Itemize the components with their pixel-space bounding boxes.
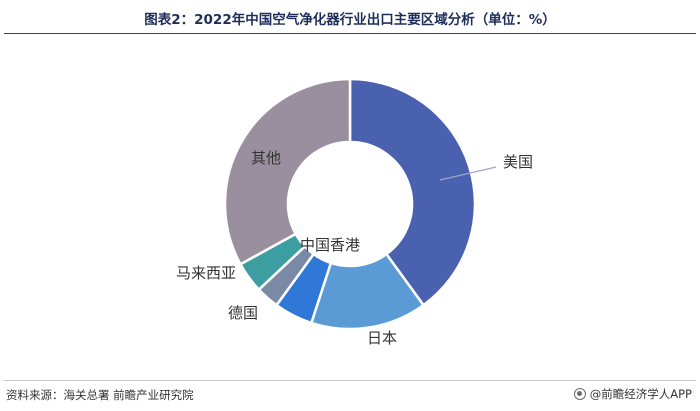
slice-0 <box>348 77 477 307</box>
slice-label-4: 中国香港 <box>300 236 360 254</box>
brand-logo-icon <box>573 388 586 400</box>
footer-divider <box>4 380 696 381</box>
slice-label-2: 德国 <box>228 304 258 322</box>
title-divider <box>4 33 696 34</box>
slice-label-3: 马来西亚 <box>176 264 236 282</box>
leader-line-0 <box>439 166 497 181</box>
slice-5 <box>223 77 352 266</box>
slice-label-1: 日本 <box>367 329 397 347</box>
chart-title: 图表2：2022年中国空气净化器行业出口主要区域分析（单位：%） <box>144 12 556 28</box>
brand-text: @前瞻经济学人APP <box>589 387 692 401</box>
brand-credit: @前瞻经济学人APP <box>573 386 692 402</box>
slice-label-5: 其他 <box>251 149 281 167</box>
slice-label-0: 美国 <box>503 153 533 171</box>
source-note: 资料来源：海关总署 前瞻产业研究院 <box>6 388 194 402</box>
